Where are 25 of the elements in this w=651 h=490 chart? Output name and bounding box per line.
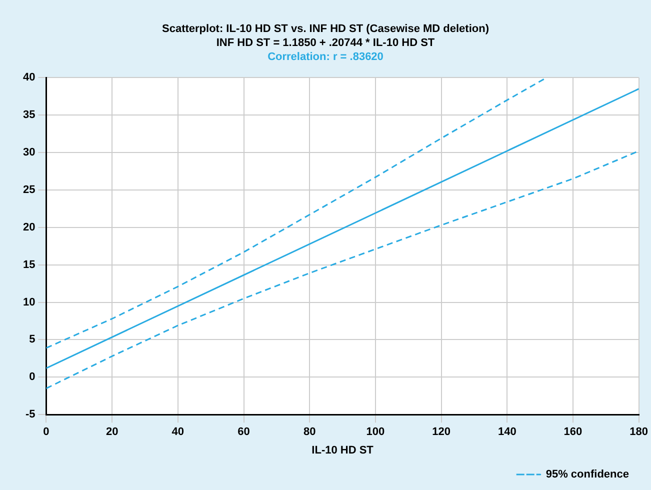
y-tick-label: 35 [22,109,36,122]
y-tick-label: 10 [22,296,36,308]
x-tick-label: 100 [366,426,385,438]
x-tick-label: 40 [172,426,184,438]
legend-label: 95% confidence [546,468,629,481]
y-tick-label: 25 [22,184,36,196]
y-tick-label: 0 [29,371,36,384]
y-tick-label: 20 [22,221,36,234]
x-axis-title: IL-10 HD ST [312,444,374,456]
y-tick-label: 5 [29,334,36,346]
x-tick-label: 60 [238,426,250,438]
x-tick-label: 180 [630,426,648,438]
x-tick-label: 160 [564,426,582,438]
x-tick-label: 120 [432,426,450,438]
y-tick-label: 30 [22,146,36,159]
y-tick-label: 40 [22,72,36,84]
y-tick-label: 15 [22,258,36,271]
text: Correlation: r = .83620 [266,50,384,64]
chart-title: Scatterplot: IL-10 HD ST vs. INF HD ST (Casewise MD deletion) [161,22,490,36]
x-tick-label: 20 [106,426,118,438]
y-tick-label: -5 [25,408,36,421]
x-tick-label: 80 [303,426,316,438]
x-tick-label: 0 [43,426,50,438]
x-tick-label: 140 [498,426,516,438]
chart-subtitle: INF HD ST = 1.1850 + .20744 * IL-10 HD ST [215,36,436,50]
